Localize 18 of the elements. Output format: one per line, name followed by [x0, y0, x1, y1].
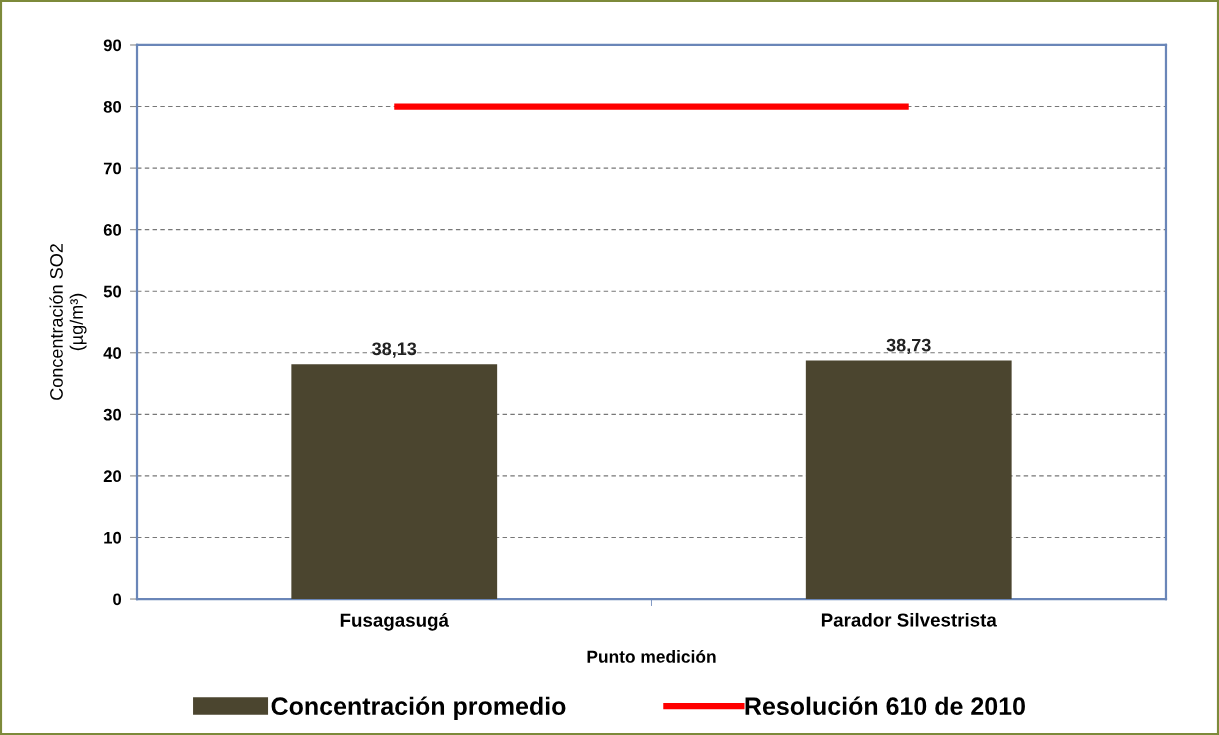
x-tick-label: Parador Silvestrista — [821, 612, 997, 627]
y-tick-label: 80 — [103, 100, 122, 113]
x-axis-title: Punto medición — [587, 649, 716, 663]
data-label: 38,73 — [886, 338, 931, 355]
y-tick-label: 60 — [103, 224, 122, 236]
legend-label: Concentración promedio — [271, 696, 566, 720]
y-tick-label: 70 — [103, 162, 122, 175]
y-tick-label: 10 — [104, 531, 122, 544]
x-tick-label: Fusagasugá — [340, 612, 450, 631]
data-label: 38,13 — [372, 342, 417, 358]
legend-label: Resolución 610 de 2010 — [745, 696, 1025, 716]
y-tick-label: 20 — [103, 470, 122, 483]
y-axis-title: Concentración SO2 (µg/m³) — [49, 244, 87, 400]
y-tick-label: 90 — [103, 39, 122, 52]
y-tick-label: 0 — [113, 593, 122, 606]
y-tick-label: 50 — [103, 285, 122, 298]
y-tick-label: 40 — [103, 347, 122, 359]
y-tick-label: 30 — [103, 408, 122, 421]
